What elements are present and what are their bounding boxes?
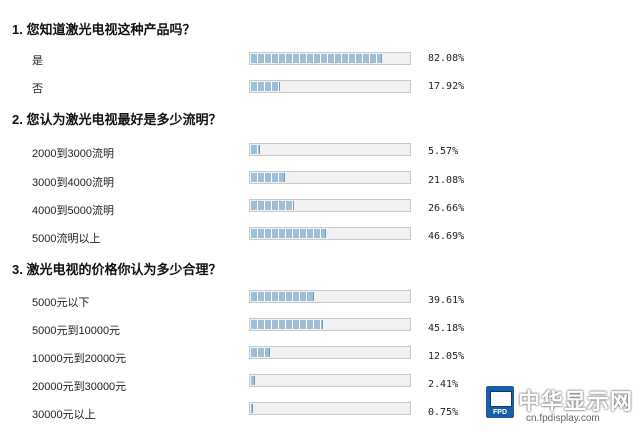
result-bar [249, 227, 411, 240]
percent-value: 0.75% [428, 407, 459, 418]
result-bar [249, 290, 411, 303]
percent-value: 17.92% [428, 81, 465, 92]
watermark-brand: 中华显示网 [518, 389, 634, 414]
option-label: 否 [32, 83, 43, 95]
watermark-site: cn.fpdisplay.com [526, 413, 600, 424]
result-bar [249, 402, 411, 415]
question-2-title: 2. 您认为激光电视最好是多少流明？ [12, 112, 222, 127]
result-bar [249, 346, 411, 359]
result-bar-fill [251, 54, 382, 63]
percent-value: 2.41% [428, 379, 459, 390]
result-bar [249, 374, 411, 387]
result-bar [249, 80, 411, 93]
result-bar-fill [251, 376, 255, 385]
option-label: 5000元以下 [32, 297, 90, 309]
result-bar [249, 318, 411, 331]
percent-value: 45.18% [428, 323, 465, 334]
icon-text: FPD [493, 409, 507, 416]
option-label: 30000元以上 [32, 409, 96, 421]
option-label: 是 [32, 55, 43, 67]
percent-value: 12.05% [428, 351, 465, 362]
result-bar-fill [251, 348, 270, 357]
option-label: 10000元到20000元 [32, 353, 127, 365]
result-bar [249, 143, 411, 156]
option-label: 4000到5000流明 [32, 205, 114, 217]
percent-value: 82.08% [428, 53, 465, 64]
result-bar-fill [251, 201, 294, 210]
watermark-logo: FPD 中华显示网 cn.fpdisplay.com [486, 384, 634, 424]
question-1-title: 1. 您知道激光电视这种产品吗？ [12, 22, 196, 37]
result-bar-fill [251, 320, 323, 329]
result-bar-fill [251, 229, 326, 238]
result-bar [249, 199, 411, 212]
percent-value: 26.66% [428, 203, 465, 214]
monitor-icon: FPD [486, 386, 514, 418]
percent-value: 21.08% [428, 175, 465, 186]
result-bar-fill [251, 404, 253, 413]
result-bar-fill [251, 145, 260, 154]
option-label: 5000元到10000元 [32, 325, 121, 337]
question-3-title: 3. 激光电视的价格你认为多少合理？ [12, 262, 222, 277]
option-label: 20000元到30000元 [32, 381, 127, 393]
option-label: 5000流明以上 [32, 233, 101, 245]
result-bar-fill [251, 173, 285, 182]
result-bar-fill [251, 292, 314, 301]
percent-value: 46.69% [428, 231, 465, 242]
option-label: 2000到3000流明 [32, 148, 114, 160]
percent-value: 39.61% [428, 295, 465, 306]
result-bar [249, 52, 411, 65]
percent-value: 5.57% [428, 146, 459, 157]
result-bar [249, 171, 411, 184]
option-label: 3000到4000流明 [32, 177, 114, 189]
result-bar-fill [251, 82, 280, 91]
